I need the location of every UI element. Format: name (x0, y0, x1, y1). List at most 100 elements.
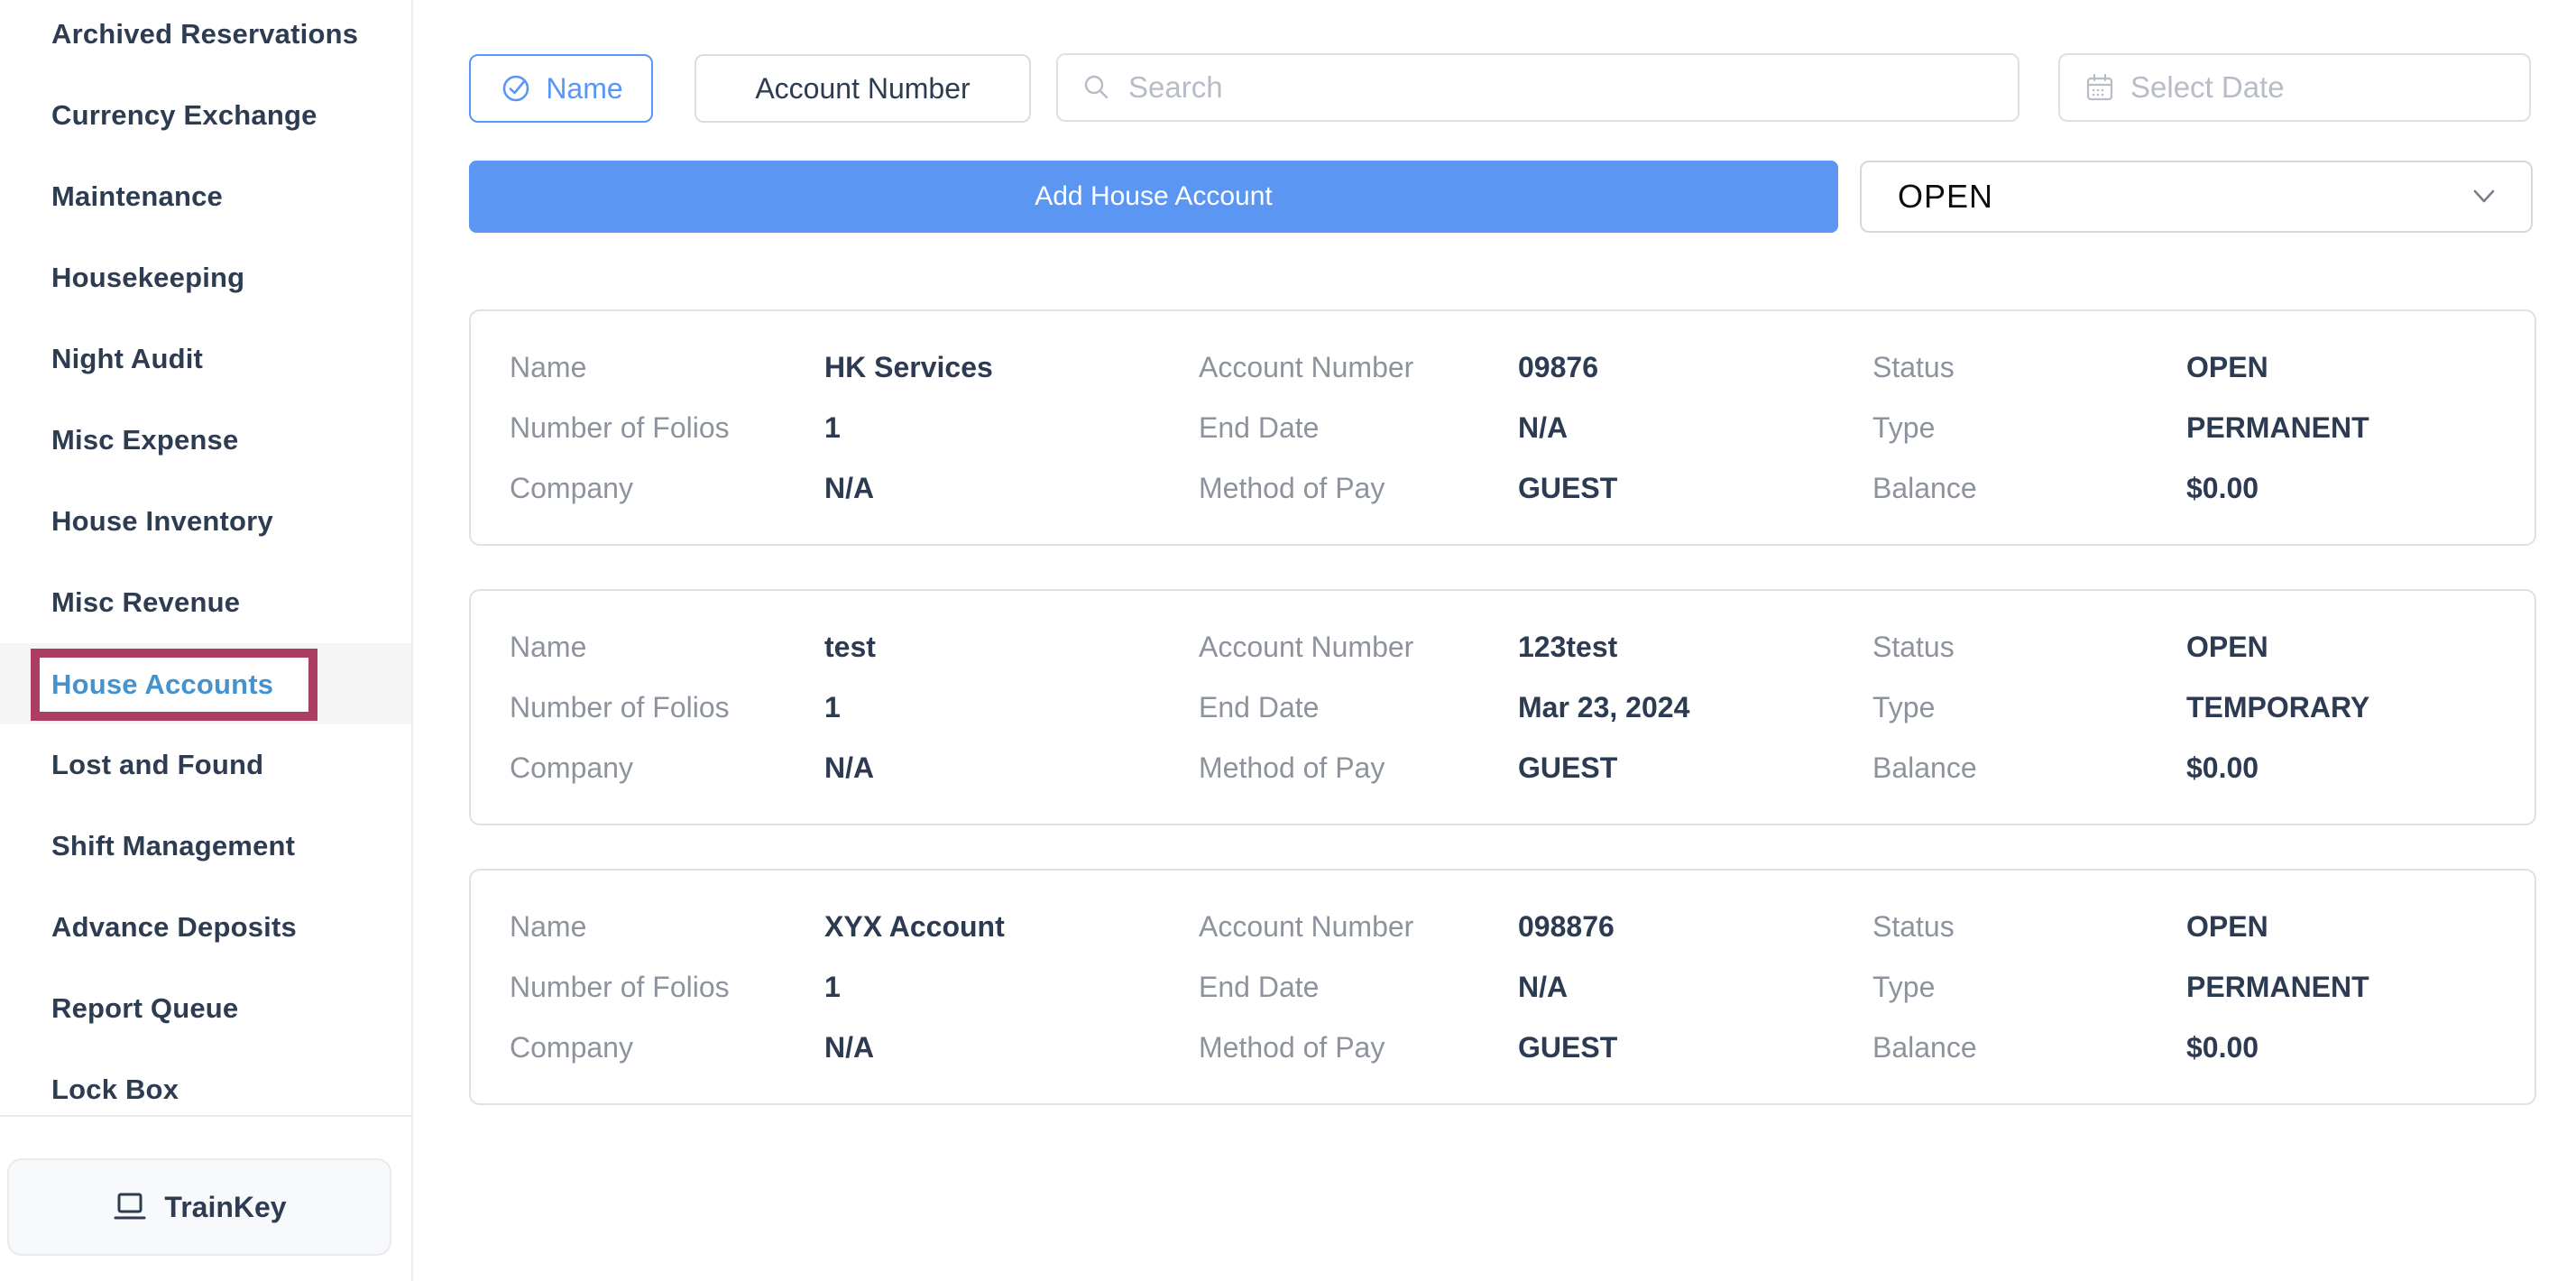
sidebar-item-label: House Accounts (51, 668, 274, 700)
status-value: OPEN (2186, 910, 2268, 943)
account-number-value: 098876 (1518, 910, 1615, 943)
sidebar-item-misc-expense[interactable]: Misc Expense (0, 400, 411, 481)
sidebar-item-label: Housekeeping (51, 262, 245, 293)
sidebar-item-archived-reservations[interactable]: Archived Reservations (0, 0, 411, 75)
trainkey-label: TrainKey (164, 1190, 287, 1223)
trainkey-button[interactable]: TrainKey (7, 1158, 391, 1256)
balance-value: $0.00 (2186, 751, 2259, 784)
search-field[interactable] (1056, 53, 2019, 122)
field-label-balance: Balance (1872, 751, 1977, 784)
calendar-icon (2086, 73, 2113, 101)
sidebar-nav: Archived Reservations Currency Exchange … (0, 0, 411, 1130)
field-label-name: Name (510, 351, 587, 383)
field-label-account-number: Account Number (1199, 631, 1414, 663)
field-label-number-of-folios: Number of Folios (510, 971, 730, 1003)
sidebar: Archived Reservations Currency Exchange … (0, 0, 413, 1281)
sidebar-item-report-queue[interactable]: Report Queue (0, 968, 411, 1049)
search-input[interactable] (1127, 69, 2018, 106)
sidebar-item-lost-and-found[interactable]: Lost and Found (0, 724, 411, 806)
sidebar-footer-divider: TrainKey (0, 1115, 411, 1256)
company-value: N/A (824, 472, 875, 504)
sidebar-item-label: Report Queue (51, 992, 239, 1024)
end-date-value: Mar 23, 2024 (1518, 691, 1690, 723)
account-number-value: 09876 (1518, 351, 1598, 383)
status-value: OPEN (2186, 631, 2268, 663)
account-name-value: test (824, 631, 876, 663)
type-value: PERMANENT (2186, 971, 2369, 1003)
sidebar-item-house-accounts[interactable]: House Accounts (0, 643, 411, 724)
field-label-status: Status (1872, 631, 1955, 663)
company-value: N/A (824, 1031, 875, 1064)
status-filter-value: OPEN (1898, 178, 1994, 215)
folios-value: 1 (824, 411, 841, 444)
filter-by-name-label: Name (546, 71, 623, 105)
annotation-highlight-box: House Accounts (31, 649, 317, 721)
check-circle-icon (503, 75, 529, 102)
sidebar-item-label: Currency Exchange (51, 99, 317, 131)
field-label-method-of-pay: Method of Pay (1199, 751, 1385, 784)
sidebar-item-night-audit[interactable]: Night Audit (0, 318, 411, 400)
sidebar-item-housekeeping[interactable]: Housekeeping (0, 237, 411, 318)
folios-value: 1 (824, 691, 841, 723)
sidebar-item-label: Maintenance (51, 180, 223, 212)
sidebar-item-label: Shift Management (51, 830, 296, 862)
sidebar-item-maintenance[interactable]: Maintenance (0, 156, 411, 237)
sidebar-item-misc-revenue[interactable]: Misc Revenue (0, 562, 411, 643)
sidebar-item-lock-box[interactable]: Lock Box (0, 1049, 411, 1130)
sidebar-item-label: Lock Box (51, 1074, 179, 1105)
field-label-number-of-folios: Number of Folios (510, 411, 730, 444)
laptop-icon (114, 1193, 146, 1220)
filter-by-account-number-label: Account Number (755, 71, 971, 105)
sidebar-item-label: House Inventory (51, 505, 273, 537)
balance-value: $0.00 (2186, 472, 2259, 504)
sidebar-item-label: Lost and Found (51, 749, 264, 780)
field-label-end-date: End Date (1199, 691, 1320, 723)
sidebar-item-label: Archived Reservations (51, 18, 359, 50)
house-account-card[interactable]: Name test Account Number 123test Status … (469, 589, 2536, 825)
method-of-pay-value: GUEST (1518, 1031, 1618, 1064)
field-label-name: Name (510, 631, 587, 663)
sidebar-item-advance-deposits[interactable]: Advance Deposits (0, 887, 411, 968)
status-value: OPEN (2186, 351, 2268, 383)
field-label-account-number: Account Number (1199, 351, 1414, 383)
chevron-down-icon (2473, 189, 2495, 203)
company-value: N/A (824, 751, 875, 784)
filter-by-account-number-button[interactable]: Account Number (695, 54, 1031, 123)
field-label-name: Name (510, 910, 587, 943)
balance-value: $0.00 (2186, 1031, 2259, 1064)
field-label-balance: Balance (1872, 472, 1977, 504)
house-account-card[interactable]: Name HK Services Account Number 09876 St… (469, 309, 2536, 546)
field-label-status: Status (1872, 910, 1955, 943)
field-label-number-of-folios: Number of Folios (510, 691, 730, 723)
folios-value: 1 (824, 971, 841, 1003)
sidebar-item-shift-management[interactable]: Shift Management (0, 806, 411, 887)
field-label-method-of-pay: Method of Pay (1199, 472, 1385, 504)
method-of-pay-value: GUEST (1518, 472, 1618, 504)
method-of-pay-value: GUEST (1518, 751, 1618, 784)
type-value: PERMANENT (2186, 411, 2369, 444)
sidebar-item-label: Misc Revenue (51, 586, 241, 618)
end-date-value: N/A (1518, 971, 1569, 1003)
field-label-company: Company (510, 1031, 633, 1064)
sidebar-item-house-inventory[interactable]: House Inventory (0, 481, 411, 562)
field-label-company: Company (510, 472, 633, 504)
sidebar-item-label: Misc Expense (51, 424, 239, 456)
status-filter-select[interactable]: OPEN (1860, 161, 2533, 233)
date-picker-field[interactable]: Select Date (2058, 53, 2531, 122)
account-name-value: XYX Account (824, 910, 1005, 943)
account-number-value: 123test (1518, 631, 1618, 663)
add-house-account-button[interactable]: Add House Account (469, 161, 1838, 233)
end-date-value: N/A (1518, 411, 1569, 444)
sidebar-item-currency-exchange[interactable]: Currency Exchange (0, 75, 411, 156)
sidebar-item-label: Night Audit (51, 343, 204, 374)
field-label-status: Status (1872, 351, 1955, 383)
field-label-method-of-pay: Method of Pay (1199, 1031, 1385, 1064)
field-label-account-number: Account Number (1199, 910, 1414, 943)
search-icon (1084, 75, 1109, 99)
field-label-balance: Balance (1872, 1031, 1977, 1064)
field-label-type: Type (1872, 971, 1936, 1003)
sidebar-item-label: Advance Deposits (51, 911, 297, 943)
filter-by-name-button[interactable]: Name (469, 54, 653, 123)
house-account-card[interactable]: Name XYX Account Account Number 098876 S… (469, 869, 2536, 1105)
field-label-end-date: End Date (1199, 411, 1320, 444)
